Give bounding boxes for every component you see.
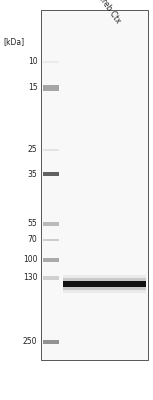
- Bar: [43, 258, 59, 262]
- Bar: [63, 275, 146, 281]
- Bar: [43, 149, 59, 151]
- Bar: [43, 340, 59, 344]
- Text: 55: 55: [28, 220, 37, 228]
- Bar: [43, 276, 59, 280]
- Text: 100: 100: [23, 256, 37, 264]
- Bar: [63, 278, 146, 284]
- Bar: [63, 284, 146, 290]
- Text: 25: 25: [28, 146, 37, 154]
- Bar: [63, 281, 146, 287]
- Text: 35: 35: [28, 170, 37, 178]
- Bar: [43, 61, 59, 63]
- Bar: [43, 85, 59, 91]
- Text: 15: 15: [28, 84, 37, 92]
- Text: Cereb Ctx: Cereb Ctx: [93, 0, 122, 26]
- Text: 10: 10: [28, 58, 37, 66]
- Text: 250: 250: [23, 338, 37, 346]
- Bar: [43, 238, 59, 241]
- Bar: [43, 172, 59, 176]
- Bar: [63, 287, 146, 293]
- Bar: [41, 10, 148, 360]
- Text: 70: 70: [28, 236, 37, 244]
- Bar: [43, 222, 59, 226]
- Text: [kDa]: [kDa]: [3, 38, 24, 46]
- Text: 130: 130: [23, 274, 37, 282]
